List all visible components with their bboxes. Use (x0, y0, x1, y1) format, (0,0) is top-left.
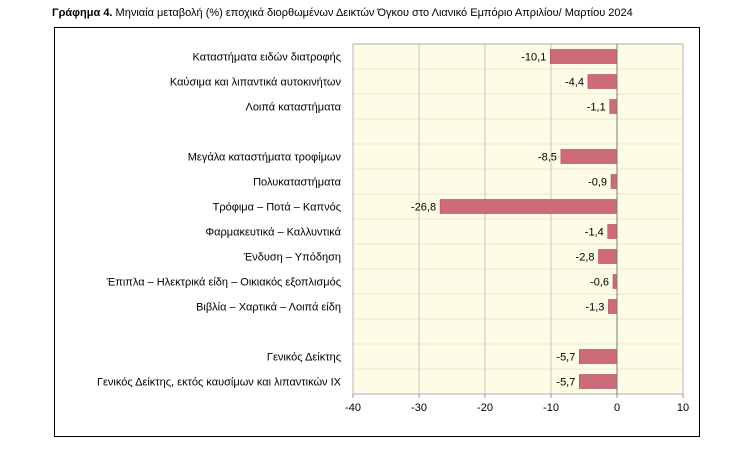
category-label: Γενικός Δείκτης (267, 352, 341, 364)
value-label: -10,1 (521, 52, 546, 64)
category-label: Έπιπλα – Ηλεκτρικά είδη – Οικιακός εξοπλ… (106, 277, 341, 289)
bar (560, 149, 618, 164)
x-tick-label: -30 (411, 402, 427, 414)
chart-title-text: Μηνιαία μεταβολή (%) εποχικά διορθωμένων… (112, 7, 633, 19)
bar (579, 349, 618, 364)
category-label: Καταστήματα ειδών διατροφής (193, 52, 341, 64)
value-label: -1,4 (585, 227, 604, 239)
category-label: Γενικός Δείκτης, εκτός καυσίμων και λιπα… (97, 377, 342, 389)
value-label: -0,6 (590, 277, 609, 289)
x-tick-label: -10 (543, 402, 559, 414)
value-label: -4,4 (565, 77, 584, 89)
bar (579, 374, 618, 389)
bar (587, 74, 618, 89)
category-label: Καύσιμα και λιπαντικά αυτοκινήτων (170, 77, 342, 89)
value-label: -5,7 (556, 377, 575, 389)
category-label: Τρόφιμα – Ποτά – Καπνός (213, 202, 341, 214)
value-label: -1,1 (587, 102, 606, 114)
bar (598, 249, 618, 264)
bar (550, 49, 618, 64)
x-tick-label: -20 (477, 402, 493, 414)
category-label: Πολυκαταστήματα (253, 177, 342, 189)
category-labels: Καταστήματα ειδών διατροφής Καύσιμα και λ… (97, 52, 342, 389)
category-label: Βιβλία – Χαρτικά – Λοιπά είδη (196, 302, 341, 314)
bar (608, 299, 618, 314)
bar (610, 174, 618, 189)
bar (609, 99, 618, 114)
bar (607, 224, 618, 239)
x-tick-label: -40 (345, 402, 361, 414)
x-tick-label: 10 (677, 402, 689, 414)
value-label: -5,7 (556, 352, 575, 364)
category-label: Μεγάλα καταστήματα τροφίμων (188, 152, 342, 164)
chart-frame (54, 27, 700, 437)
category-label: Φαρμακευτικά – Καλλυντικά (205, 227, 341, 239)
chart-title: Γράφημα 4. Μηνιαία μεταβολή (%) εποχικά … (52, 7, 633, 19)
value-label: -26,8 (411, 202, 436, 214)
value-label: -8,5 (538, 152, 557, 164)
value-labels: -10,1 -4,4 -1,1 -8,5 -0,9 -26,8 -1,4 -2,8 -0,6 -1… (411, 52, 609, 389)
bar (612, 274, 618, 289)
category-label: Ένδυση – Υπόδηση (243, 252, 341, 264)
x-tick-label: 0 (614, 402, 620, 414)
bar (439, 199, 618, 214)
value-label: -0,9 (588, 177, 607, 189)
chart-title-number: Γράφημα 4. (52, 7, 113, 19)
value-label: -2,8 (576, 252, 595, 264)
category-label: Λοιπά καταστήματα (245, 102, 341, 114)
value-label: -1,3 (585, 302, 604, 314)
x-axis-ticks: -40 -30 -20 -10 0 10 (345, 394, 689, 414)
